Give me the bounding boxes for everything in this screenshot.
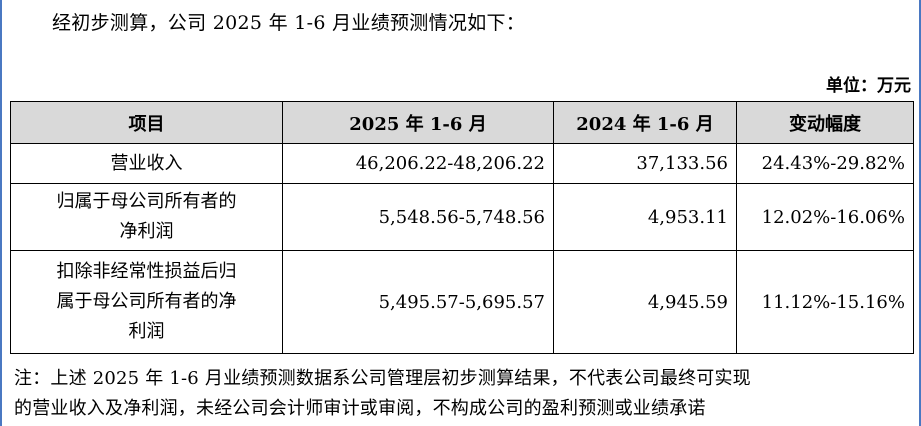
header-change: 变动幅度 [736, 101, 914, 144]
footnote-line: 的营业收入及净利润，未经公司会计师审计或审阅，不构成公司的盈利预测或业绩承诺 [14, 398, 706, 419]
row-value-2025: 5,548.56-5,748.56 [282, 183, 554, 251]
row-value-2025: 5,495.57-5,695.57 [282, 250, 554, 354]
row-item-label: 营业收入 [10, 143, 283, 184]
page-right-border [919, 0, 921, 426]
row-change: 11.12%-15.16% [736, 250, 914, 354]
unit-label: 单位：万元 [826, 76, 911, 96]
table-row: 扣除非经常性损益后归 属于母公司所有者的净 利润 5,495.57-5,695.… [10, 250, 914, 354]
table-row: 归属于母公司所有者的 净利润 5,548.56-5,748.56 4,953.1… [10, 183, 914, 251]
row-item-line: 扣除非经常性损益后归 [56, 261, 237, 282]
intro-paragraph: 经初步测算，公司 2025 年 1-6 月业绩预测情况如下： [52, 12, 526, 34]
row-item-line: 营业收入 [110, 152, 183, 174]
header-2024-h1: 2024 年 1-6 月 [553, 101, 737, 144]
row-item-line: 利润 [128, 321, 165, 342]
row-change: 24.43%-29.82% [736, 143, 914, 184]
header-item: 项目 [10, 101, 283, 144]
table-row: 营业收入 46,206.22-48,206.22 37,133.56 24.43… [10, 143, 914, 184]
row-value-2024: 37,133.56 [553, 143, 737, 184]
row-item-line: 净利润 [119, 221, 174, 242]
header-2025-h1: 2025 年 1-6 月 [282, 101, 554, 144]
forecast-table: 项目 2025 年 1-6 月 2024 年 1-6 月 变动幅度 营业收入 4… [10, 101, 914, 354]
footnote: 注：上述 2025 年 1-6 月业绩预测数据系公司管理层初步测算结果，不代表公… [14, 364, 914, 424]
row-change: 12.02%-16.06% [736, 183, 914, 251]
row-value-2024: 4,953.11 [553, 183, 737, 251]
table-header-row: 项目 2025 年 1-6 月 2024 年 1-6 月 变动幅度 [10, 101, 914, 144]
row-item-label: 归属于母公司所有者的 净利润 [10, 183, 283, 251]
page-left-border [0, 0, 2, 426]
row-item-line: 属于母公司所有者的净 [56, 291, 237, 312]
row-item-label: 扣除非经常性损益后归 属于母公司所有者的净 利润 [10, 250, 283, 354]
footnote-line: 注：上述 2025 年 1-6 月业绩预测数据系公司管理层初步测算结果，不代表公… [14, 368, 751, 389]
row-value-2024: 4,945.59 [553, 250, 737, 354]
row-item-line: 归属于母公司所有者的 [56, 191, 237, 212]
row-value-2025: 46,206.22-48,206.22 [282, 143, 554, 184]
